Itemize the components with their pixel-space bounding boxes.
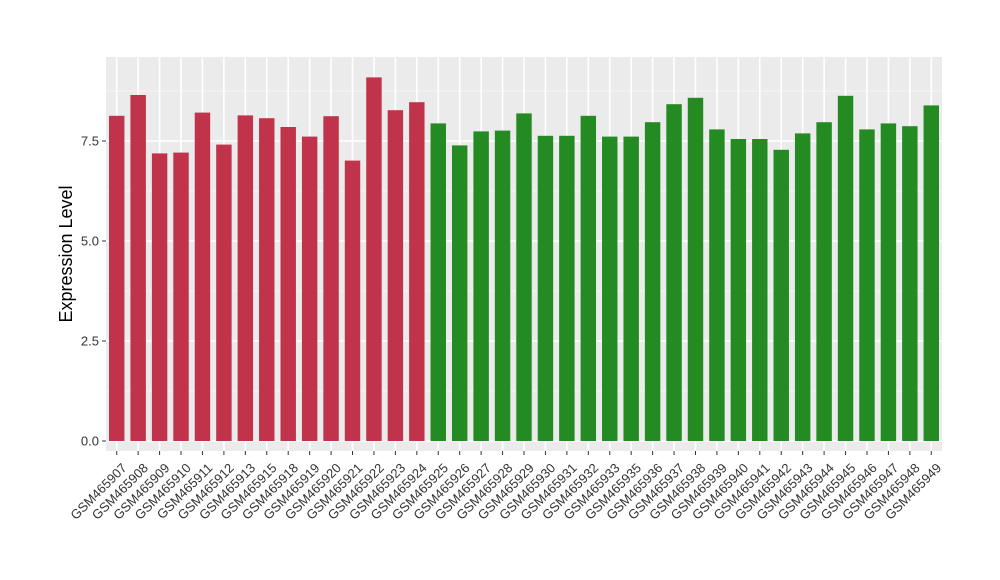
bar-GSM465910 xyxy=(173,152,189,441)
bar-GSM465935 xyxy=(623,136,639,441)
bar-GSM465909 xyxy=(151,153,168,441)
y-axis-title: Expression Level xyxy=(56,185,76,322)
bar-GSM465922 xyxy=(366,77,382,442)
bar-GSM465928 xyxy=(494,130,511,441)
bar-GSM465930 xyxy=(537,135,554,442)
bar-GSM465918 xyxy=(280,127,296,441)
bar-GSM465932 xyxy=(580,115,597,442)
bar-GSM465949 xyxy=(923,105,939,442)
bar-GSM465931 xyxy=(559,135,575,442)
bar-GSM465921 xyxy=(344,160,361,441)
bar-GSM465915 xyxy=(259,118,275,441)
bar-GSM465937 xyxy=(666,104,682,441)
bar-GSM465927 xyxy=(473,131,489,441)
bar-GSM465920 xyxy=(323,116,339,441)
y-tick-label: 2.5 xyxy=(81,334,99,349)
bar-GSM465938 xyxy=(687,97,704,442)
bar-GSM465907 xyxy=(109,115,125,442)
bar-GSM465944 xyxy=(816,122,832,441)
bar-GSM465919 xyxy=(301,136,318,441)
bar-GSM465940 xyxy=(730,139,747,441)
bar-GSM465943 xyxy=(794,133,811,441)
y-tick-label: 0.0 xyxy=(81,434,99,449)
bar-GSM465925 xyxy=(430,123,446,442)
y-axis: 0.0 2.5 5.0 7.5 xyxy=(81,134,106,449)
bar-GSM465926 xyxy=(451,145,468,441)
bar-GSM465929 xyxy=(516,113,532,442)
y-tick-label: 7.5 xyxy=(81,134,99,149)
y-tick-label: 5.0 xyxy=(81,234,99,249)
bar-GSM465945 xyxy=(837,95,854,442)
bar-GSM465923 xyxy=(387,110,404,441)
bars xyxy=(109,77,939,442)
bar-GSM465911 xyxy=(194,112,211,441)
bar-GSM465939 xyxy=(709,129,725,441)
bar-GSM465913 xyxy=(237,115,254,442)
x-axis: GSM465907GSM465908GSM465909GSM465910GSM4… xyxy=(67,451,944,523)
bar-GSM465948 xyxy=(902,126,918,441)
bar-GSM465941 xyxy=(752,139,768,441)
bar-GSM465924 xyxy=(409,102,425,441)
bar-GSM465947 xyxy=(880,123,897,442)
bar-GSM465912 xyxy=(216,144,232,441)
bar-GSM465908 xyxy=(130,95,146,441)
bar-GSM465942 xyxy=(773,149,789,442)
bar-GSM465933 xyxy=(602,136,618,441)
bar-GSM465946 xyxy=(859,129,875,441)
bar-GSM465936 xyxy=(644,122,661,441)
